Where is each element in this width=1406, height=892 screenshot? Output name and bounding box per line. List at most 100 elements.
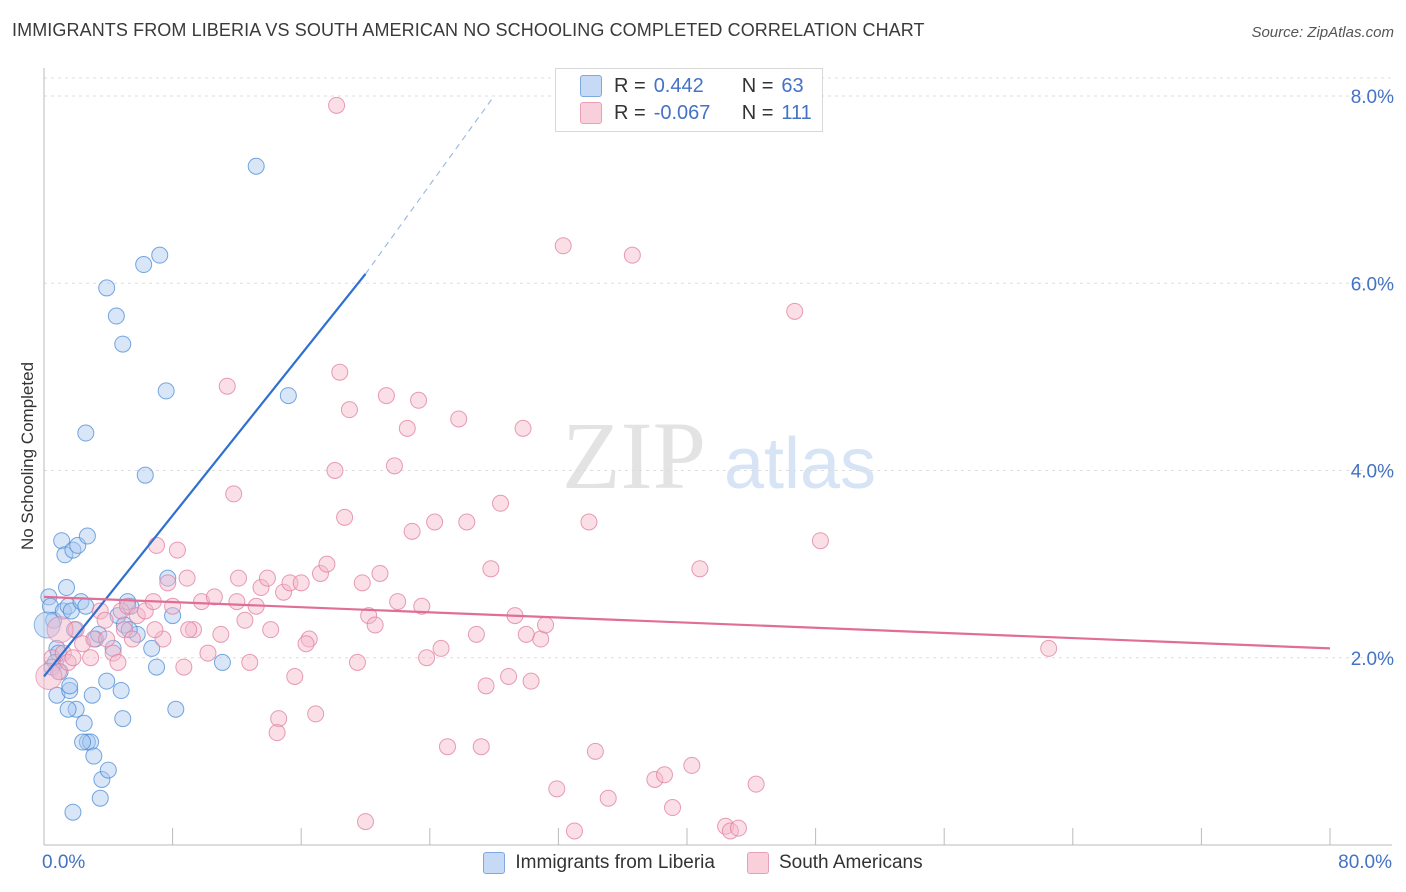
point-south-american xyxy=(426,513,444,531)
point-liberia xyxy=(90,625,108,643)
point-south-american-large xyxy=(35,662,63,690)
point-south-american xyxy=(262,621,280,639)
point-south-american xyxy=(218,377,236,395)
point-south-american xyxy=(389,593,407,611)
point-south-american xyxy=(360,607,378,625)
point-south-american xyxy=(128,607,146,625)
legend-row-liberia: R = 0.442 N = 63 xyxy=(580,74,804,98)
legend-r-value: 0.442 xyxy=(653,74,704,97)
point-south-american xyxy=(307,705,325,723)
watermark-zip: ZIP xyxy=(562,402,706,509)
point-liberia xyxy=(148,658,166,676)
point-south-american xyxy=(492,494,510,512)
point-liberia xyxy=(61,677,79,695)
point-liberia xyxy=(279,387,297,405)
point-south-american xyxy=(328,96,346,114)
point-liberia xyxy=(114,710,132,728)
point-south-american xyxy=(747,775,765,793)
point-south-american xyxy=(398,419,416,437)
point-south-american xyxy=(554,237,572,255)
point-liberia xyxy=(136,466,154,484)
point-south-american xyxy=(410,391,428,409)
legend-item-liberia: Immigrants from Liberia xyxy=(483,852,715,874)
point-south-american xyxy=(109,653,127,671)
point-south-american xyxy=(599,789,617,807)
point-south-american xyxy=(548,780,566,798)
point-south-american xyxy=(655,766,673,784)
point-south-american xyxy=(85,630,103,648)
point-liberia xyxy=(64,541,82,559)
legend-row-south-americans: R = -0.067 N = 111 xyxy=(580,101,812,125)
point-south-american xyxy=(413,597,431,615)
point-south-american xyxy=(683,756,701,774)
point-liberia xyxy=(112,682,130,700)
point-south-american xyxy=(458,513,476,531)
point-south-american xyxy=(148,536,166,554)
point-south-american xyxy=(450,410,468,428)
source-label: Source: ZipAtlas.com xyxy=(1251,24,1394,41)
point-liberia xyxy=(78,527,96,545)
point-south-american xyxy=(98,630,116,648)
point-south-american xyxy=(385,457,403,475)
point-liberia xyxy=(91,789,109,807)
point-liberia xyxy=(74,733,92,751)
point-liberia xyxy=(157,382,175,400)
point-liberia xyxy=(61,682,79,700)
point-liberia xyxy=(99,761,117,779)
point-south-american xyxy=(268,724,286,742)
point-south-american xyxy=(180,621,198,639)
legend-r-label: R = xyxy=(614,101,646,124)
point-south-american xyxy=(326,462,344,479)
point-south-american xyxy=(252,579,270,597)
watermark-atlas: atlas xyxy=(724,424,876,504)
point-south-american xyxy=(96,611,114,629)
point-south-american-large xyxy=(46,616,74,644)
point-liberia xyxy=(151,246,169,264)
legend-label-liberia: Immigrants from Liberia xyxy=(515,852,715,873)
legend-n-value: 63 xyxy=(781,74,804,97)
legend-item-south-americans: South Americans xyxy=(746,852,923,874)
legend-n-label: N = xyxy=(741,101,774,124)
point-liberia xyxy=(59,700,77,718)
point-south-american xyxy=(353,574,371,592)
point-liberia xyxy=(83,686,101,704)
trendline-liberia xyxy=(43,273,367,678)
point-south-american xyxy=(275,583,293,601)
point-south-american xyxy=(230,569,248,587)
point-south-american xyxy=(64,649,82,667)
point-south-american xyxy=(146,621,164,639)
point-liberia xyxy=(128,625,146,643)
point-south-american xyxy=(82,649,100,667)
point-liberia xyxy=(107,307,125,325)
point-liberia xyxy=(77,597,95,615)
series-legend: Immigrants from Liberia South Americans xyxy=(0,852,1406,874)
point-south-american xyxy=(336,508,354,526)
point-south-american xyxy=(270,710,288,728)
point-south-american xyxy=(212,625,230,643)
point-south-american xyxy=(91,602,109,620)
point-liberia xyxy=(164,607,182,625)
chart-title: IMMIGRANTS FROM LIBERIA VS SOUTH AMERICA… xyxy=(12,20,925,40)
point-south-american xyxy=(1040,639,1058,657)
point-south-american xyxy=(472,738,490,756)
point-south-american xyxy=(786,302,804,320)
point-south-american xyxy=(357,813,374,831)
y-tick-label: 6.0% xyxy=(1351,274,1394,295)
point-south-american xyxy=(286,667,304,685)
point-south-american xyxy=(199,644,217,662)
point-liberia xyxy=(247,157,265,175)
point-south-american xyxy=(241,653,259,671)
point-south-american xyxy=(178,569,196,587)
point-liberia xyxy=(143,639,161,657)
point-south-american xyxy=(729,819,747,837)
point-south-american xyxy=(104,644,122,662)
point-south-american xyxy=(377,387,395,405)
point-liberia xyxy=(56,546,74,564)
point-south-american xyxy=(477,677,495,695)
legend-r-label: R = xyxy=(614,74,646,97)
point-south-american xyxy=(123,630,141,648)
point-south-american xyxy=(537,616,555,634)
point-liberia xyxy=(114,335,132,353)
point-south-american xyxy=(418,649,436,667)
point-south-american xyxy=(74,635,92,653)
